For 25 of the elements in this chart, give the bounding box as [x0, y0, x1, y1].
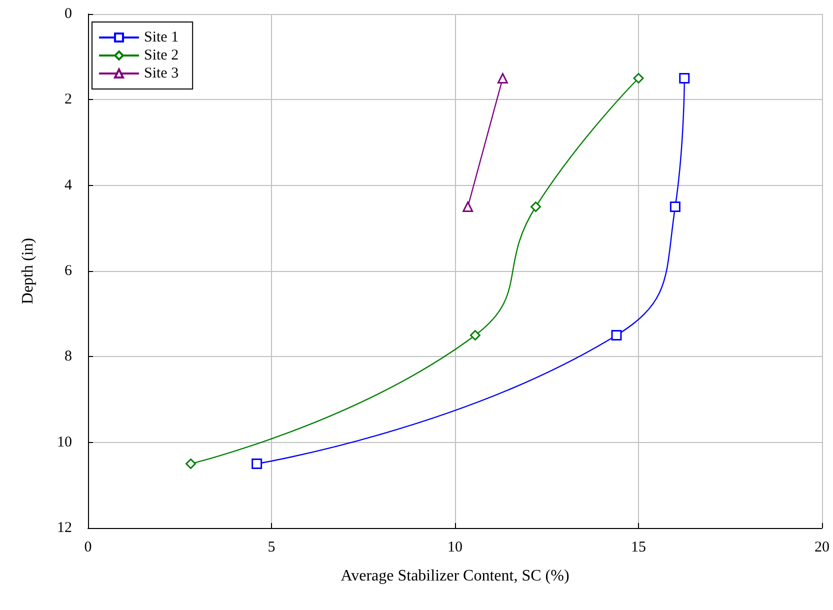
y-tick-label: 4 [64, 177, 72, 194]
legend-label: Site 1 [144, 30, 179, 46]
y-tick-label: 0 [64, 6, 72, 22]
y-axis-title: Depth (in) [20, 238, 36, 304]
x-tick-label: 20 [814, 540, 830, 556]
x-tick-label: 10 [448, 540, 462, 556]
point [470, 330, 480, 340]
point [611, 330, 622, 340]
x-tick-label: 15 [631, 540, 646, 556]
y-tick-label: 8 [64, 348, 72, 365]
legend-label: Site 2 [144, 48, 179, 64]
point [252, 458, 262, 469]
point [670, 202, 680, 212]
x-axis-title: Average Stabilizer Content, SC (%) [340, 568, 570, 584]
x-tick-label: 5 [268, 540, 276, 556]
y-tick-label: 10 [57, 434, 72, 450]
point [186, 458, 196, 469]
x-tick-label: 0 [84, 540, 92, 556]
y-tick-label: 2 [64, 92, 72, 108]
point [633, 73, 644, 84]
point [679, 73, 690, 84]
point [530, 202, 541, 212]
legend-label: Site 3 [144, 66, 179, 82]
y-tick-label: 12 [57, 520, 72, 536]
y-tick-label: 6 [64, 263, 72, 279]
